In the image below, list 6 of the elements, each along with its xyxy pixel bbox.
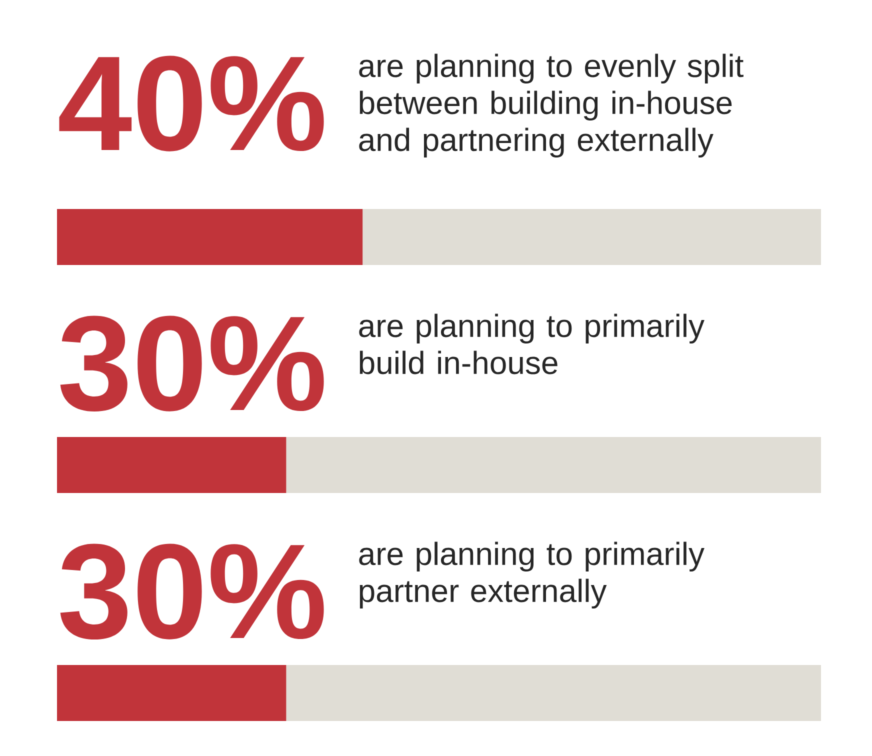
y-tick-label: are planning to primarily partner externally [359, 542, 704, 609]
y-tick-label: are planning to evenly split between building in-house and partnering externally [359, 54, 744, 158]
y-tick-label: are planning to primarily build in-house [359, 314, 704, 374]
data-label: 30% [60, 316, 324, 412]
data-label: 40% [59, 56, 324, 152]
data-label: 30% [60, 544, 324, 640]
